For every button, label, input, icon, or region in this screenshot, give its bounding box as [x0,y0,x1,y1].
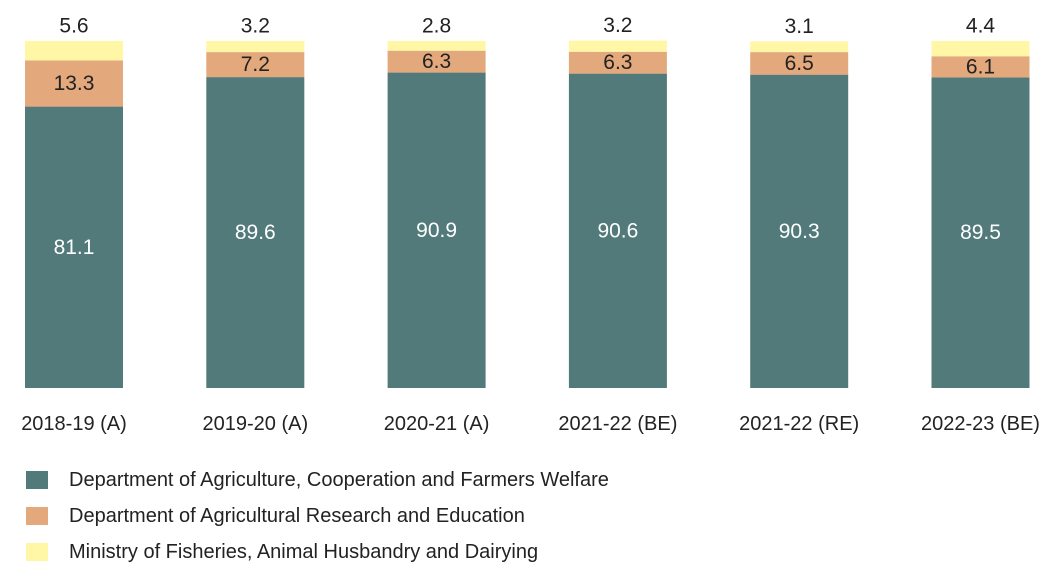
legend-item-0: Department of Agriculture, Cooperation a… [26,462,609,498]
data-label-series-2-cat-0: 5.6 [59,15,88,38]
bar-segment-series-0-cat-3 [568,73,667,389]
bar-segment-series-1-cat-3 [568,51,667,74]
data-label-series-1-cat-2: 6.3 [422,50,451,73]
legend-swatch-1 [26,507,48,525]
data-label-series-0-cat-3: 90.6 [597,219,638,242]
data-label-series-0-cat-2: 90.9 [416,219,457,242]
data-label-series-1-cat-1: 7.2 [241,53,270,76]
legend-swatch-2 [26,543,48,561]
bar-segment-series-0-cat-2 [387,72,486,389]
bar-segment-series-1-cat-4 [750,52,849,75]
bar-segment-series-0-cat-0 [25,106,123,388]
x-tick-label-1: 2019-20 (A) [202,413,308,435]
x-tick-label-3: 2021-22 (BE) [558,413,677,435]
bar-segment-series-0-cat-4 [750,74,849,388]
data-label-series-2-cat-4: 3.1 [785,15,814,38]
legend-label-0: Department of Agriculture, Cooperation a… [69,468,609,491]
stacked-bar-chart: 81.1 13.3 5.6 2018-19 (A) 89.6 7.2 3.2 2019-20 … [21,14,1040,435]
data-label-series-2-cat-1: 3.2 [241,15,270,38]
bar-segment-series-2-cat-5 [931,41,1030,57]
x-tick-label-0: 2018-19 (A) [21,413,127,435]
data-label-series-0-cat-0: 81.1 [54,236,95,259]
data-label-series-1-cat-4: 6.5 [785,52,814,75]
x-tick-label-2: 2020-21 (A) [384,413,490,435]
data-label-series-2-cat-2: 2.8 [422,15,451,38]
data-label-series-1-cat-5: 6.1 [966,55,995,78]
x-tick-label-5: 2022-23 (BE) [921,413,1040,435]
bar-segment-series-1-cat-1 [206,52,305,78]
bar-segment-series-2-cat-4 [750,41,849,53]
legend-swatch-0 [26,471,48,489]
bar-segment-series-2-cat-2 [387,41,486,51]
bar-segment-series-1-cat-5 [931,56,1030,78]
data-label-series-1-cat-3: 6.3 [603,51,632,74]
data-label-series-1-cat-0: 13.3 [54,72,95,95]
x-tick-label-4: 2021-22 (RE) [739,413,859,435]
bar-segment-series-2-cat-3 [568,40,667,52]
legend-label-1: Department of Agricultural Research and … [69,504,525,527]
legend-item-2: Ministry of Fisheries, Animal Husbandry … [26,534,609,570]
bar-segment-series-1-cat-0 [25,60,123,107]
legend-item-1: Department of Agricultural Research and … [26,498,609,534]
data-label-series-0-cat-5: 89.5 [960,221,1001,244]
chart-legend: Department of Agriculture, Cooperation a… [26,462,609,570]
data-label-series-2-cat-5: 4.4 [966,15,996,38]
bar-segment-series-0-cat-5 [931,77,1030,388]
data-label-series-0-cat-1: 89.6 [235,221,276,244]
bar-segment-series-2-cat-1 [206,41,305,53]
data-label-series-2-cat-3: 3.2 [603,14,632,37]
bar-segment-series-0-cat-1 [206,77,305,388]
data-label-series-0-cat-4: 90.3 [779,220,820,243]
bar-segment-series-2-cat-0 [25,41,123,61]
legend-label-2: Ministry of Fisheries, Animal Husbandry … [69,540,539,563]
bar-segment-series-1-cat-2 [387,50,486,73]
